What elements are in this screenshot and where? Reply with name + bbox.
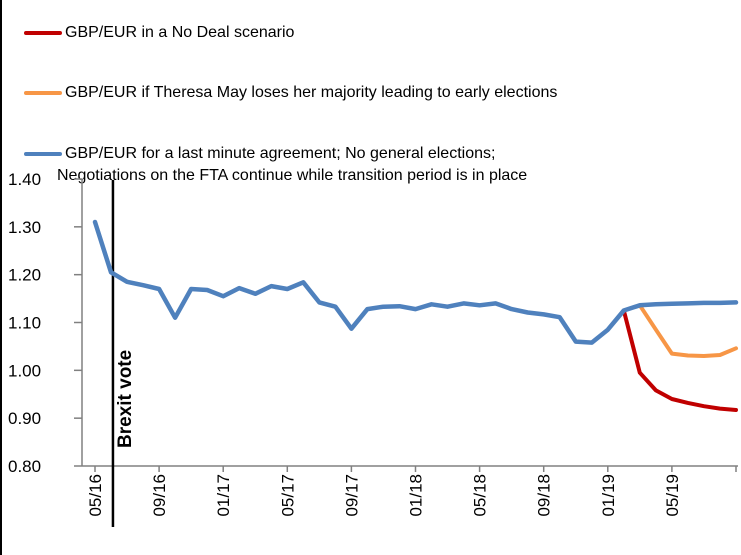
y-tick-label: 0.80 (8, 457, 41, 476)
brexit-vote-label: Brexit vote (115, 350, 136, 448)
x-tick-label: 01/19 (599, 474, 618, 517)
legend-swatch-last-minute (24, 151, 62, 156)
series-last-minute-line (92, 219, 739, 345)
x-tick-label: 09/18 (535, 474, 554, 517)
x-tick-label: 01/18 (407, 474, 426, 517)
left-border (0, 0, 2, 555)
x-tick-label: 05/18 (471, 474, 490, 517)
legend-entry-last-minute: GBP/EUR for a last minute agreement; No … (24, 143, 495, 164)
legend-entry-early-elections: GBP/EUR if Theresa May loses her majorit… (24, 82, 557, 103)
series-no-deal-line (621, 308, 738, 412)
legend-entry-no-deal: GBP/EUR in a No Deal scenario (24, 22, 294, 43)
x-tick-label: 09/17 (342, 474, 361, 517)
x-tick-label: 05/19 (663, 474, 682, 517)
y-tick-label: 1.40 (8, 170, 41, 189)
series-early-elections-line (637, 303, 738, 358)
x-tick-label: 01/17 (214, 474, 233, 517)
x-tick-label: 05/16 (86, 474, 105, 517)
y-tick-label: 1.00 (8, 361, 41, 380)
legend-swatch-early-elections (24, 90, 62, 95)
legend-label-last-minute-line1: GBP/EUR for a last minute agreement; No … (65, 145, 496, 162)
legend-swatch-no-deal (24, 30, 62, 35)
y-tick-label: 1.30 (8, 218, 41, 237)
legend-label-no-deal: GBP/EUR in a No Deal scenario (65, 24, 295, 41)
legend-label-last-minute-line2: Negotiations on the FTA continue while t… (57, 167, 528, 184)
y-tick-label: 1.10 (8, 314, 41, 333)
x-tick-label: 09/16 (150, 474, 169, 517)
x-tick-label: 05/17 (278, 474, 297, 517)
y-tick-label: 0.90 (8, 409, 41, 428)
legend-label-early-elections: GBP/EUR if Theresa May loses her majorit… (65, 84, 558, 101)
y-tick-label: 1.20 (8, 266, 41, 285)
